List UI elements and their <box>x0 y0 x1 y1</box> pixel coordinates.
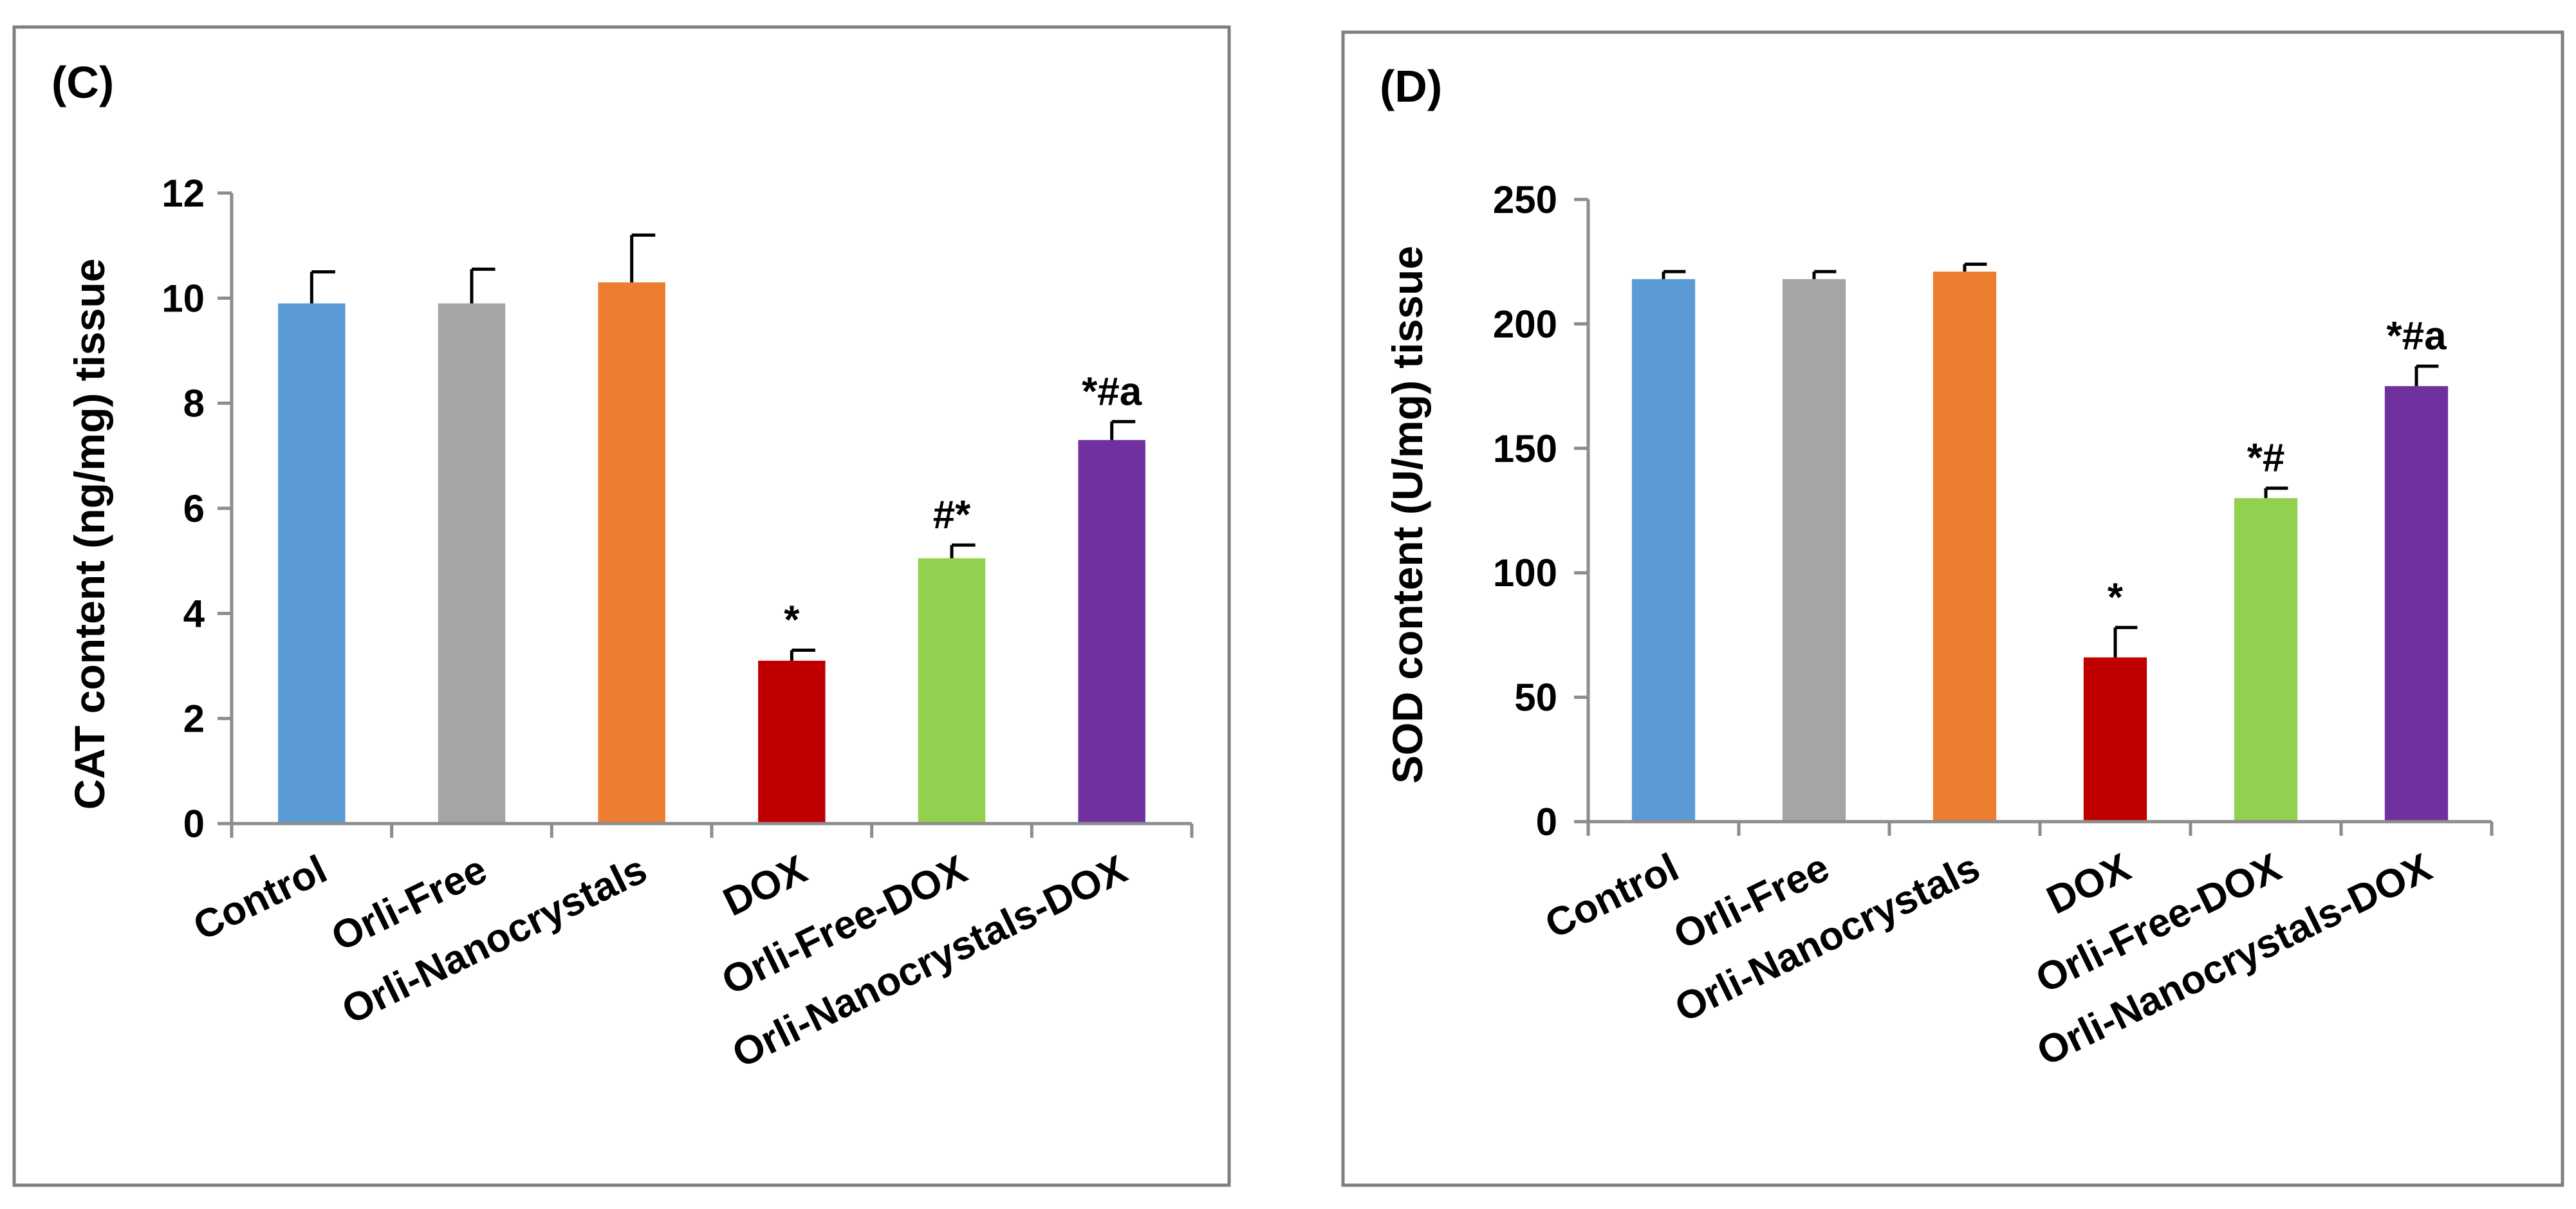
y-tick-label: 10 <box>162 277 205 320</box>
panel-c-error-bars <box>310 233 1136 661</box>
bar-orli-free-dox <box>918 558 986 824</box>
bar-orli-nanocrystals-dox <box>1078 439 1145 824</box>
panel-d-label: (D) <box>1380 61 1442 111</box>
y-tick-label: 6 <box>183 487 205 530</box>
y-tick-label: 12 <box>162 172 205 215</box>
bar-orli-free <box>1782 279 1846 822</box>
bar-orli-free-dox <box>2234 498 2298 822</box>
panel-c-axes <box>218 191 1194 838</box>
panel-d-error-bars <box>1662 263 2439 658</box>
significance-label: #* <box>933 493 971 537</box>
significance-label: *#a <box>1082 369 1142 414</box>
y-tick-label: 100 <box>1493 551 1557 595</box>
panel-d: (D) SOD content (U/mg) tissue * *# *#a 0 50… <box>1341 30 2564 1187</box>
bar-orli-nanocrystals <box>1932 272 1997 822</box>
y-tick-label: 150 <box>1493 427 1557 470</box>
bar-dox <box>2083 657 2147 822</box>
panel-d-annotations: * *# *#a <box>2108 314 2447 620</box>
bar-dox <box>758 660 826 824</box>
panel-d-axes <box>1574 198 2494 836</box>
bar-orli-nanocrystals-dox <box>2384 386 2449 822</box>
bar-control <box>278 303 346 824</box>
y-tick-label: 50 <box>1514 676 1557 719</box>
y-tick-label: 0 <box>183 802 205 845</box>
panel-c-y-ticks: 0 2 4 6 8 10 12 <box>162 172 205 845</box>
panel-c-annotations: * #* *#a <box>784 369 1142 642</box>
significance-label: * <box>784 598 800 643</box>
y-tick-label: 200 <box>1493 302 1557 346</box>
panel-c-bars <box>278 282 1145 824</box>
panel-d-bars <box>1631 272 2449 822</box>
y-tick-label: 4 <box>183 592 205 635</box>
panel-d-y-ticks: 0 50 100 150 200 250 <box>1493 178 1557 844</box>
panel-c: (C) CAT content (ng/mg) tissue * #* *#a 0 2… <box>12 25 1231 1187</box>
y-tick-label: 8 <box>183 382 205 425</box>
significance-label: *# <box>2247 436 2285 481</box>
significance-label: * <box>2108 575 2124 620</box>
bar-orli-nanocrystals <box>598 282 665 824</box>
panel-d-y-axis-label: SOD content (U/mg) tissue <box>1384 246 1431 784</box>
bar-control <box>1631 279 1696 822</box>
significance-label: *#a <box>2386 314 2447 358</box>
panel-c-label: (C) <box>51 57 114 107</box>
y-tick-label: 250 <box>1493 178 1557 221</box>
y-tick-label: 0 <box>1536 800 1557 844</box>
panel-c-y-axis-label: CAT content (ng/mg) tissue <box>66 259 113 810</box>
y-tick-label: 2 <box>183 697 205 741</box>
bar-orli-free <box>438 303 506 824</box>
